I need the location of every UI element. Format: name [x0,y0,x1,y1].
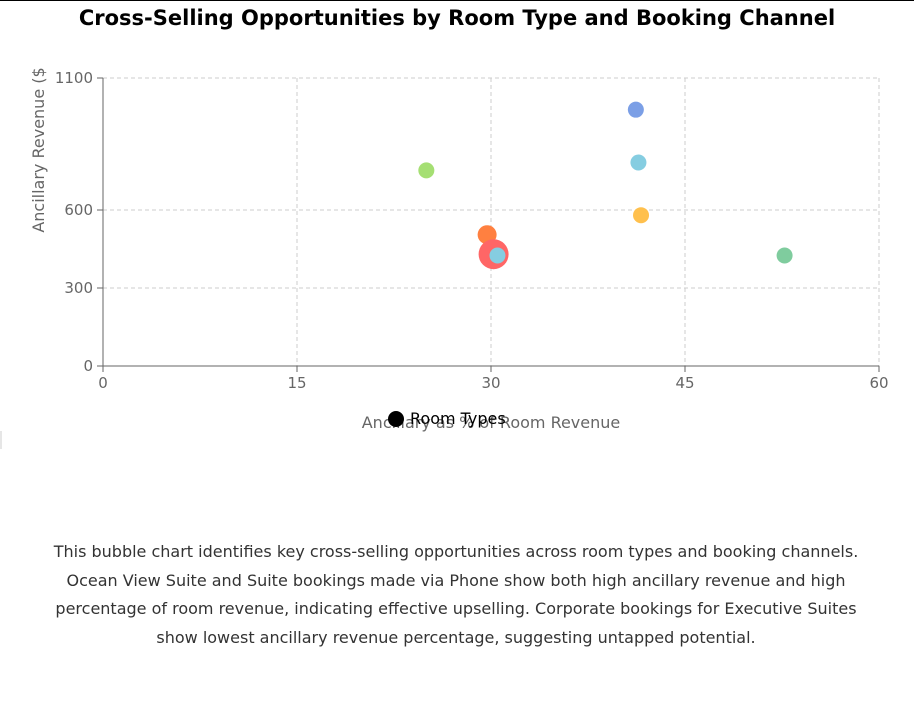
data-point[interactable] [776,247,793,264]
x-tick-label: 15 [287,374,306,392]
legend-label: Room Types [410,409,506,428]
data-point[interactable] [627,101,644,118]
x-tick-label: 0 [98,374,108,392]
chart-title: Cross-Selling Opportunities by Room Type… [78,6,836,30]
grid-lines [103,77,880,366]
y-tick-label: 0 [83,357,93,375]
edge-mark [0,431,2,449]
x-tick-label: 30 [481,374,500,392]
y-axis-title: Ancillary Revenue ($ [29,67,48,232]
top-border [0,0,914,1]
x-tick-label: 45 [675,374,694,392]
y-tick-label: 600 [64,201,93,219]
data-point[interactable] [630,154,647,171]
y-tick-label: 1100 [55,69,93,87]
y-tick-label: 300 [64,279,93,297]
legend-marker [388,411,404,427]
data-point[interactable] [633,207,650,224]
x-axis-title: Ancillary as % of Room Revenue [362,413,621,432]
data-point[interactable] [418,162,435,179]
legend[interactable]: Room Types [388,409,506,428]
chart-description: This bubble chart identifies key cross-s… [53,542,859,647]
data-point[interactable] [489,247,506,264]
x-tick-label: 60 [869,374,888,392]
data-points [418,101,793,270]
axes [97,77,880,372]
